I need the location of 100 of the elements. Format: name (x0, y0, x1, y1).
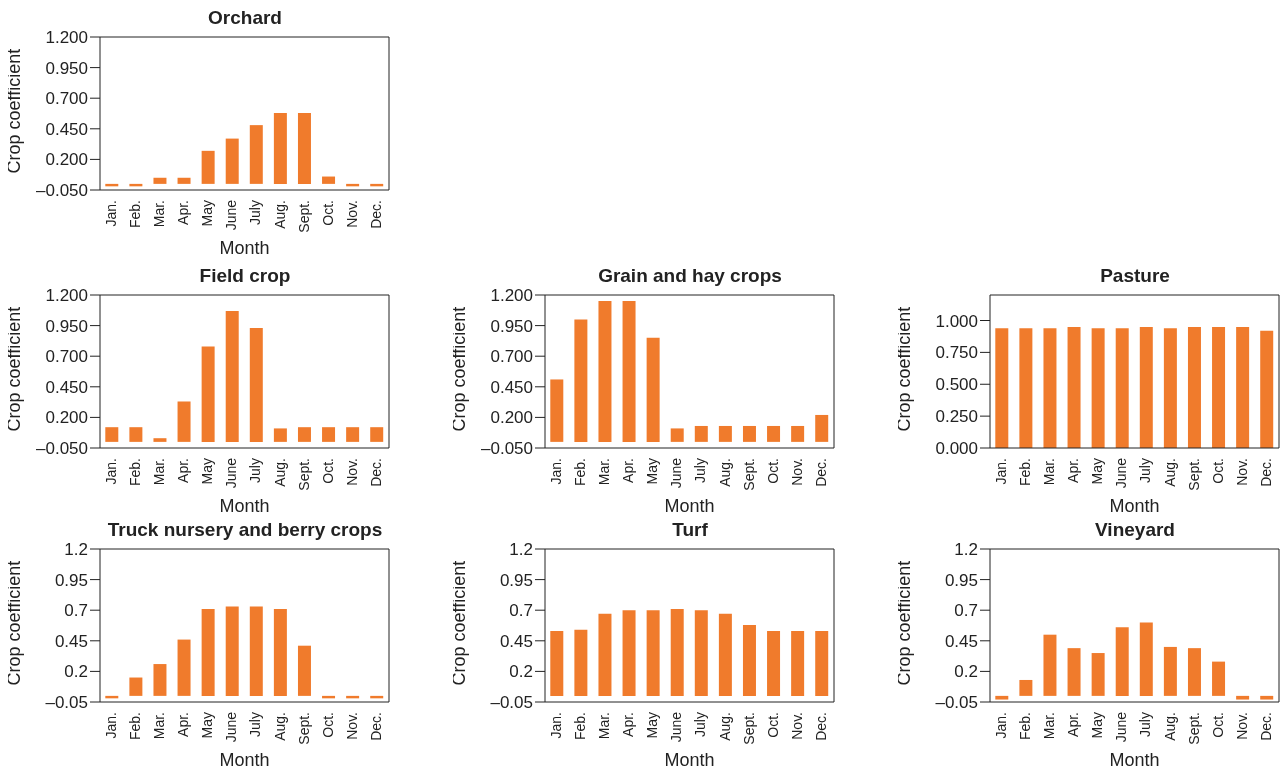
y-tick-label: 0.750 (935, 343, 978, 363)
x-tick-label: May (644, 458, 661, 485)
x-tick-label: Mar. (596, 458, 613, 486)
x-tick-label: July (247, 712, 264, 737)
bar (742, 624, 756, 696)
bar (598, 613, 612, 696)
y-tick-label: 0.500 (935, 375, 978, 395)
bar (622, 301, 636, 442)
y-tick-label: –0.05 (490, 693, 533, 713)
x-tick-label: Dec. (367, 712, 384, 741)
bar (995, 695, 1009, 700)
x-tick-label: July (692, 712, 709, 737)
bar (153, 438, 167, 442)
bar (1043, 634, 1057, 696)
bar (718, 613, 732, 696)
bar (574, 319, 588, 442)
x-tick-label: June (668, 457, 685, 489)
y-tick-label: 0.7 (954, 601, 978, 621)
bar (370, 427, 384, 442)
bar (767, 425, 781, 442)
bar (1236, 695, 1250, 700)
chart-title: Pasture (1099, 265, 1171, 286)
y-tick-label: 0.700 (490, 347, 533, 367)
x-tick-label: Aug. (716, 458, 733, 487)
x-tick-label: Apr. (175, 458, 192, 483)
y-tick-label: 0.700 (45, 347, 88, 367)
y-tick-label: –0.050 (36, 439, 88, 459)
y-axis-title: Crop coefficient (449, 560, 470, 686)
y-tick-label: 0.2 (64, 662, 88, 682)
y-axis-title: Crop coefficient (4, 560, 25, 686)
y-tick-label: 0.450 (490, 377, 533, 397)
y-tick-label: –0.050 (36, 181, 88, 201)
x-tick-label: May (644, 712, 661, 739)
x-tick-label: Nov. (788, 458, 805, 486)
bar (153, 664, 167, 696)
chart-title: Truck nursery and berry crops (106, 519, 384, 540)
x-tick-label: Feb. (127, 712, 144, 741)
bar (1212, 661, 1226, 696)
x-tick-label: Nov. (343, 200, 360, 228)
x-tick-label: Nov. (1233, 458, 1250, 486)
y-tick-label: 0.7 (509, 601, 533, 621)
x-tick-label: June (223, 711, 240, 743)
x-tick-label: Nov. (343, 712, 360, 740)
y-tick-label: 0.200 (490, 408, 533, 428)
y-tick-label: 0.950 (490, 316, 533, 336)
y-tick-label: 0.450 (45, 377, 88, 397)
y-axis-title: Crop coefficient (894, 560, 915, 686)
x-tick-label: June (668, 711, 685, 743)
chart-title: Turf (671, 519, 709, 540)
x-tick-label: Apr. (1065, 458, 1082, 483)
bar (550, 631, 564, 696)
bar (742, 425, 756, 442)
x-tick-label: Mar. (1041, 712, 1058, 740)
x-tick-label: Apr. (175, 712, 192, 737)
bar (201, 150, 215, 184)
x-tick-label: Oct. (764, 712, 781, 738)
x-tick-label: Nov. (343, 458, 360, 486)
x-tick-label: Oct. (764, 458, 781, 484)
x-tick-label: Sept. (1185, 712, 1202, 745)
y-tick-label: 1.2 (954, 540, 978, 560)
bar (670, 608, 684, 696)
y-axis-title: Crop coefficient (4, 48, 25, 174)
x-tick-label: Feb. (1017, 712, 1034, 741)
x-tick-label: Oct. (319, 712, 336, 738)
bar (1091, 653, 1105, 696)
x-tick-label: Sept. (295, 712, 312, 745)
bar (322, 176, 336, 184)
bar (791, 425, 805, 442)
x-tick-label: Mar. (151, 200, 168, 228)
x-tick-label: Aug. (1161, 458, 1178, 487)
x-tick-label: Oct. (319, 200, 336, 226)
bar (574, 629, 588, 696)
y-tick-label: 0.2 (509, 662, 533, 682)
x-tick-label: Feb. (1017, 458, 1034, 487)
x-tick-label: Mar. (151, 458, 168, 486)
x-tick-label: Feb. (572, 712, 589, 741)
bar (1187, 648, 1201, 696)
bar (177, 401, 191, 442)
bar (1163, 646, 1177, 696)
y-tick-label: 0.7 (64, 601, 88, 621)
x-tick-label: Aug. (1161, 712, 1178, 741)
x-axis-title: Month (1109, 750, 1160, 770)
x-tick-label: May (199, 458, 216, 485)
y-tick-label: 0.700 (45, 89, 88, 109)
y-tick-label: 0.95 (944, 570, 978, 590)
bar (1260, 695, 1274, 700)
y-tick-label: 0.950 (45, 58, 88, 78)
y-tick-label: 0.45 (54, 631, 88, 651)
bar (273, 112, 287, 184)
y-tick-label: 0.45 (944, 631, 978, 651)
x-tick-label: Apr. (620, 712, 637, 737)
x-tick-label: Jan. (992, 458, 1009, 485)
bar (297, 112, 311, 184)
bar (718, 425, 732, 442)
bar (297, 427, 311, 442)
x-tick-label: Dec. (367, 458, 384, 487)
bar (694, 610, 708, 696)
bar (1115, 627, 1129, 696)
bar (129, 677, 143, 696)
bar (694, 425, 708, 442)
